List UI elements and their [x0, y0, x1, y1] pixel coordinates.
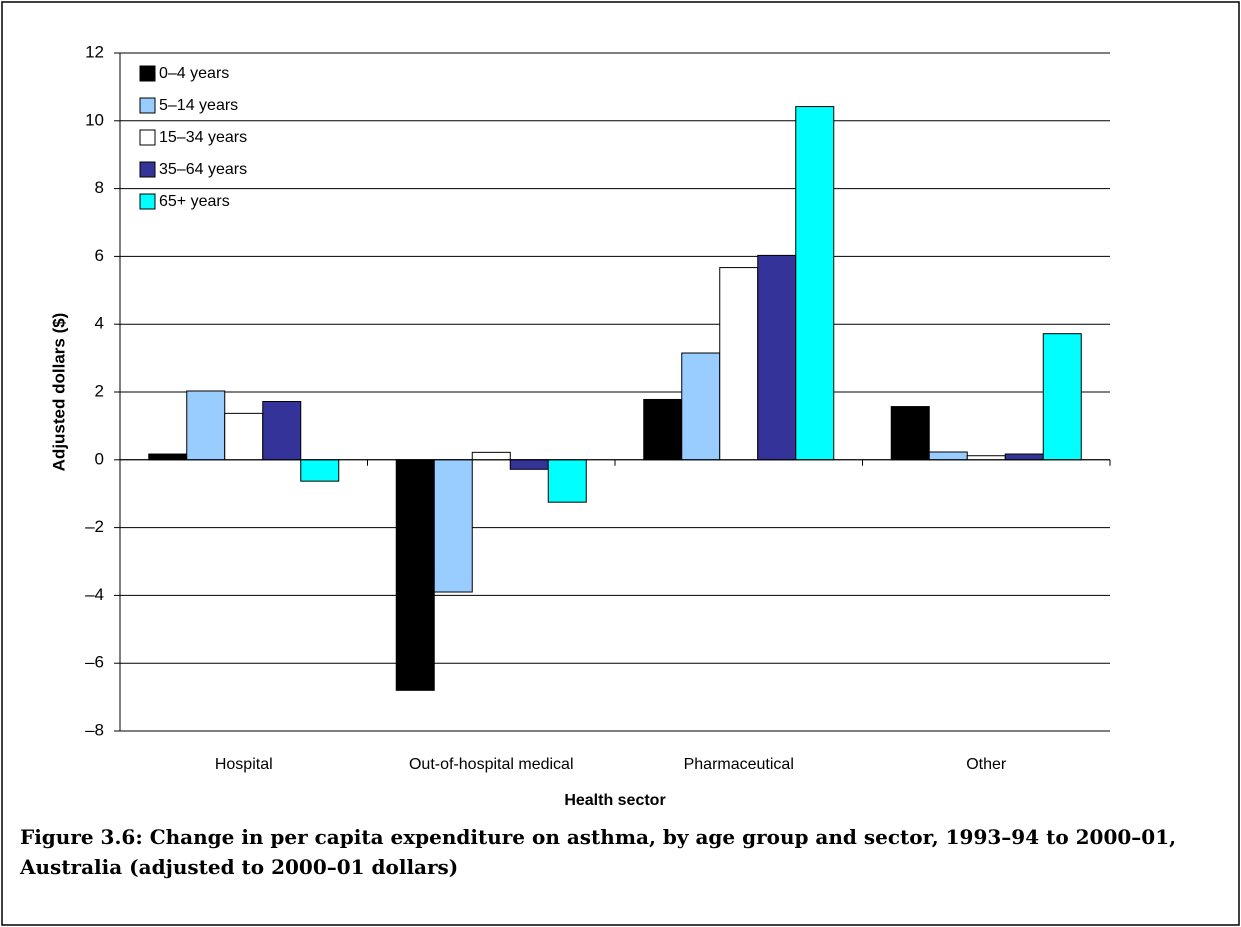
- legend-label: 0–4 years: [159, 65, 229, 82]
- caption: Figure 3.6: Change in per capita expendi…: [20, 825, 1177, 879]
- bar: [643, 398, 683, 461]
- y-tick-label: 2: [95, 381, 104, 400]
- bar: [509, 459, 549, 470]
- bar: [186, 390, 226, 461]
- bar: [928, 451, 968, 461]
- bar: [795, 106, 835, 461]
- y-tick-label: 4: [95, 314, 104, 333]
- legend-label: 5–14 years: [159, 97, 238, 114]
- y-tick-label: –2: [85, 517, 104, 536]
- bar: [433, 459, 473, 593]
- bar: [1042, 333, 1082, 461]
- bar: [395, 459, 435, 691]
- legend-label: 65+ years: [159, 193, 230, 210]
- bar: [471, 451, 511, 461]
- x-tick-label: Pharmaceutical: [684, 756, 794, 773]
- bar: [966, 455, 1006, 461]
- y-tick-label: –8: [85, 720, 104, 739]
- y-tick-label: –6: [85, 653, 104, 672]
- y-tick-label: 12: [85, 42, 104, 61]
- bar: [681, 352, 721, 461]
- bar: [224, 412, 264, 461]
- x-tick-label: Out-of-hospital medical: [409, 756, 574, 773]
- y-tick-label: 10: [85, 110, 104, 129]
- bar: [547, 459, 587, 503]
- x-tick-label: Other: [966, 756, 1007, 773]
- bar: [1004, 453, 1044, 461]
- bar: [719, 267, 759, 461]
- legend-swatch: [139, 97, 156, 114]
- y-axis-label: Adjusted dollars ($): [49, 313, 68, 472]
- bar: [890, 406, 930, 461]
- legend-label: 15–34 years: [159, 129, 247, 146]
- bar: [757, 254, 797, 461]
- bar: [148, 453, 188, 461]
- y-tick-label: –4: [85, 585, 104, 604]
- legend-swatch: [139, 129, 156, 146]
- legend-swatch: [139, 65, 156, 82]
- y-tick-label: 6: [95, 246, 104, 265]
- bar: [300, 459, 340, 482]
- x-tick-label: Hospital: [215, 756, 273, 773]
- bar: [262, 400, 302, 461]
- x-axis-label: Health sector: [564, 792, 665, 809]
- legend-label: 35–64 years: [159, 161, 247, 178]
- legend-swatch: [139, 161, 156, 178]
- y-tick-label: 8: [95, 178, 104, 197]
- legend-swatch: [139, 193, 156, 210]
- y-tick-label: 0: [95, 449, 104, 468]
